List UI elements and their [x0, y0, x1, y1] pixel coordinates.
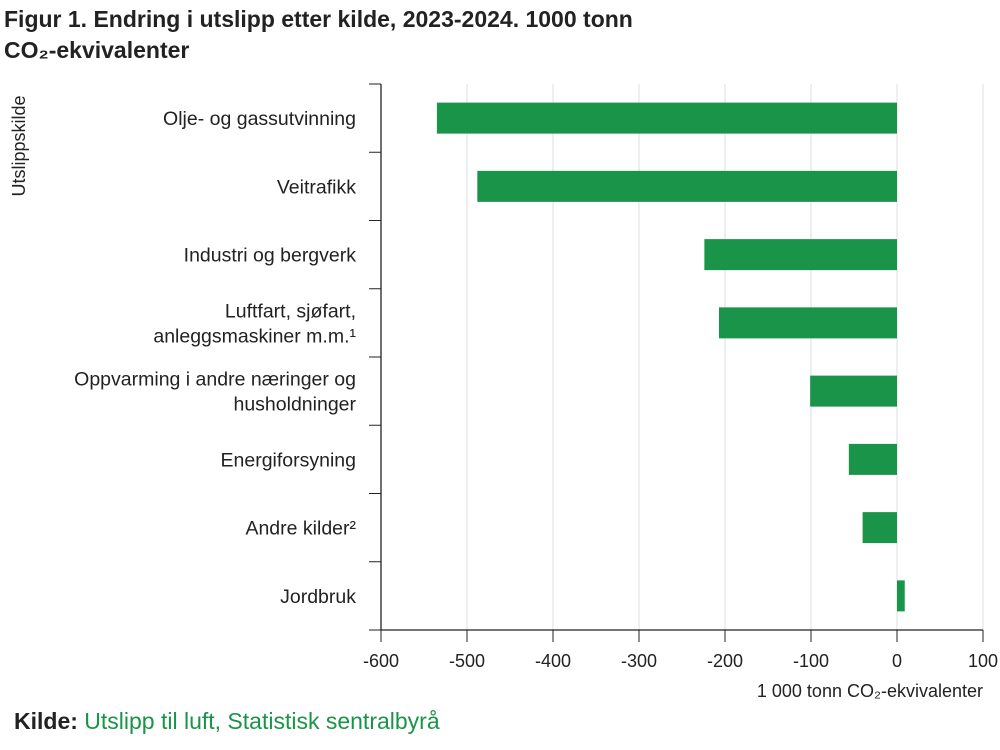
x-tick-label: -300 [621, 651, 657, 671]
chart-title-line2: CO₂-ekvivalenter [4, 37, 190, 63]
x-tick-label: -200 [707, 651, 743, 671]
chart-title: Figur 1. Endring i utslipp etter kilde, … [4, 4, 964, 66]
bar [704, 239, 897, 271]
y-axis-title: Utslippskilde [9, 95, 29, 196]
bar [718, 307, 897, 339]
axes: -600 -500 -400 -300 -200 -100 0 100 [363, 83, 998, 671]
x-tick-label: 0 [892, 651, 902, 671]
grid-lines [466, 84, 984, 630]
category-label: Luftfart, sjøfart, [225, 300, 356, 322]
category-label: anleggsmaskiner m.m.¹ [153, 325, 356, 347]
bar [897, 580, 905, 612]
bars [436, 102, 905, 612]
category-label: Energiforsyning [221, 449, 357, 471]
category-labels: Olje- og gassutvinning Veitrafikk Industri… [74, 108, 356, 608]
bar [810, 375, 897, 407]
category-label: Jordbruk [280, 586, 356, 608]
source-line: Kilde: Utslipp til luft, Statistisk sent… [14, 708, 440, 735]
x-tick-label: -100 [793, 651, 829, 671]
x-tick-label: -600 [363, 651, 399, 671]
x-axis-title: 1 000 tonn CO₂-ekvivalenter [757, 681, 983, 701]
source-label: Kilde: [14, 708, 78, 734]
category-label: Oppvarming i andre næringer og [74, 369, 356, 391]
x-tick-label: -500 [449, 651, 485, 671]
source-link[interactable]: Utslipp til luft, Statistisk sentralbyrå [84, 708, 440, 734]
bar [862, 512, 897, 544]
category-label: Veitrafikk [277, 176, 356, 198]
bar [477, 170, 897, 202]
category-label: husholdninger [233, 394, 356, 416]
category-label: Industri og bergverk [184, 245, 357, 267]
x-tick-label: -400 [535, 651, 571, 671]
bar-chart: -600 -500 -400 -300 -200 -100 0 100 Olje- og ga… [9, 83, 998, 701]
x-tick-label: 100 [968, 651, 998, 671]
category-label: Olje- og gassutvinning [163, 108, 356, 130]
chart-title-line1: Figur 1. Endring i utslipp etter kilde, … [4, 6, 633, 32]
bar [848, 443, 897, 475]
bar [436, 102, 897, 134]
category-label: Andre kilder² [245, 518, 356, 540]
